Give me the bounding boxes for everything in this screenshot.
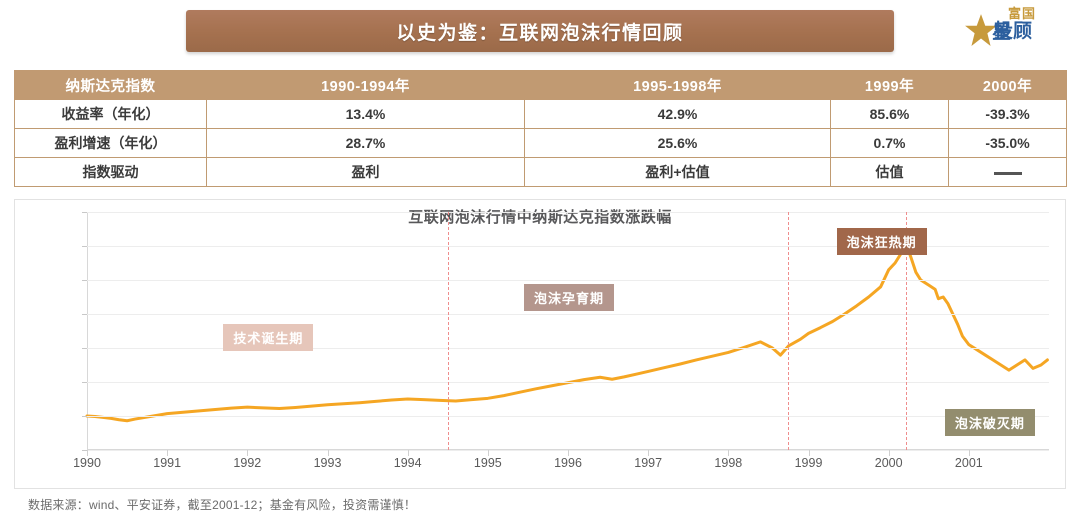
phase-divider-line — [447, 212, 449, 450]
y-axis-label: -200% — [14, 442, 15, 456]
metrics-table: 纳斯达克指数 1990-1994年 1995-1998年 1999年 2000年… — [14, 70, 1067, 187]
x-axis-label: 1998 — [714, 456, 743, 470]
x-axis-tick — [487, 450, 489, 456]
row-label: 收益率（年化） — [14, 99, 207, 129]
x-axis-label: 1997 — [634, 456, 663, 470]
y-axis-label: 400% — [14, 340, 15, 354]
table-cell: 盈利 — [206, 157, 525, 187]
x-axis-tick — [808, 450, 810, 456]
table-cell: 28.7% — [206, 128, 525, 158]
series-path — [85, 242, 1049, 423]
x-axis-tick — [167, 450, 169, 456]
series-line — [85, 242, 1049, 423]
y-axis-tick — [82, 246, 87, 247]
gridline — [87, 314, 1049, 315]
x-axis-tick — [568, 450, 569, 456]
x-axis-tick — [728, 450, 730, 456]
table-row: 指数驱动 盈利 盈利+估值 估值 — [14, 157, 1067, 187]
metrics-table-container: 纳斯达克指数 1990-1994年 1995-1998年 1999年 2000年… — [14, 70, 1067, 187]
table-cell: -35.0% — [948, 128, 1067, 158]
table-cell-dash — [948, 157, 1067, 187]
table-header-row: 纳斯达克指数 1990-1994年 1995-1998年 1999年 2000年 — [14, 70, 1067, 100]
row-label: 指数驱动 — [14, 157, 207, 187]
logo-wordmark: 富国 投顾 — [994, 6, 1037, 43]
y-axis-tick — [82, 280, 87, 281]
y-axis-tick — [82, 450, 87, 451]
page-header: 以史为鉴：互联网泡沫行情回顾 星 富国 投顾 — [0, 0, 1080, 62]
table-header-cell-2: 1995-1998年 — [524, 70, 831, 100]
x-axis-label: 1992 — [233, 456, 262, 470]
gridline — [87, 416, 1049, 417]
gridline — [87, 246, 1049, 247]
y-axis-label: 1000% — [14, 238, 15, 252]
source-footnote: 数据来源：wind、平安证券，截至2001-12；基金有风险，投资需谨慎！ — [28, 498, 417, 512]
table-cell: 42.9% — [524, 99, 831, 129]
y-axis-label: 800% — [14, 272, 15, 286]
em-dash-icon — [993, 171, 1022, 175]
star-icon — [965, 14, 997, 46]
table-row: 盈利增速（年化） 28.7% 25.6% 0.7% -35.0% — [14, 128, 1067, 158]
row-label: 盈利增速（年化） — [14, 128, 207, 158]
page-title-text: 以史为鉴：互联网泡沫行情回顾 — [396, 22, 684, 44]
y-axis-label: 600% — [14, 306, 15, 320]
table-header-cell-1: 1990-1994年 — [206, 70, 525, 100]
x-axis-label: 2001 — [954, 456, 983, 470]
x-axis-tick — [327, 450, 329, 456]
x-axis-tick — [648, 450, 650, 456]
x-axis-tick — [968, 450, 970, 456]
chart-panel: 互联网泡沫行情中纳斯达克指数涨跌幅 富国基金 1200%1000%800%600… — [14, 199, 1066, 489]
x-axis-label: 1991 — [153, 456, 182, 470]
table-header-cell-3: 1999年 — [830, 70, 949, 100]
x-axis-label: 2000 — [874, 456, 903, 470]
x-axis-label: 1995 — [473, 456, 502, 470]
logo-star-char: 星 — [992, 22, 1012, 43]
table-cell: 盈利+估值 — [524, 157, 831, 187]
y-axis-line — [87, 212, 88, 450]
table-cell: 0.7% — [830, 128, 949, 158]
page-title: 以史为鉴：互联网泡沫行情回顾 — [186, 10, 894, 52]
y-axis-tick — [82, 416, 87, 417]
x-axis-label: 1996 — [554, 456, 582, 470]
x-axis-tick — [407, 450, 409, 456]
table-cell: 85.6% — [830, 99, 949, 129]
chart-plot-area: 1200%1000%800%600%400%200%0%-200%1990199… — [73, 212, 1049, 470]
table-row: 收益率（年化） 13.4% 42.9% 85.6% -39.3% — [14, 99, 1067, 129]
table-cell: 13.4% — [206, 99, 525, 129]
table-cell: 25.6% — [524, 128, 831, 158]
logo-main-text: 投顾 — [994, 21, 1033, 42]
table-cell: -39.3% — [948, 99, 1067, 129]
phase-annotation-burst: 泡沫破灭期 — [944, 409, 1035, 436]
phase-annotation-mania: 泡沫狂热期 — [836, 228, 927, 255]
x-axis-tick — [888, 450, 890, 456]
y-axis-label: 200% — [14, 374, 15, 388]
gridline — [87, 382, 1049, 383]
brand-logo: 星 富国 投顾 — [964, 5, 1068, 53]
phase-divider-line — [788, 212, 790, 450]
y-axis-tick — [82, 212, 87, 213]
gridline — [87, 280, 1049, 281]
y-axis-label: 1200% — [14, 204, 15, 218]
gridline — [87, 212, 1049, 213]
chart-title: 互联网泡沫行情中纳斯达克指数涨跌幅 — [408, 209, 672, 226]
table-header-cell-4: 2000年 — [948, 70, 1067, 100]
y-axis-tick — [82, 314, 87, 315]
phase-annotation-birth: 技术诞生期 — [223, 324, 314, 351]
table-header-cell-0: 纳斯达克指数 — [14, 70, 207, 100]
table-cell: 估值 — [830, 157, 949, 187]
y-axis-tick — [82, 348, 87, 349]
y-axis-tick — [82, 382, 87, 383]
phase-annotation-incub: 泡沫孕育期 — [524, 284, 615, 311]
y-axis-label: 0% — [14, 408, 15, 422]
logo-top-text: 富国 — [1008, 6, 1037, 21]
x-axis-label: 1999 — [794, 456, 823, 470]
x-axis-line — [87, 449, 1049, 450]
x-axis-tick — [247, 450, 249, 456]
phase-divider-line — [906, 212, 908, 450]
x-axis-label: 1994 — [393, 456, 422, 470]
x-axis-label: 1993 — [313, 456, 342, 470]
x-axis-tick — [87, 450, 88, 456]
x-axis-label: 1990 — [73, 456, 101, 470]
gridline — [87, 348, 1049, 349]
